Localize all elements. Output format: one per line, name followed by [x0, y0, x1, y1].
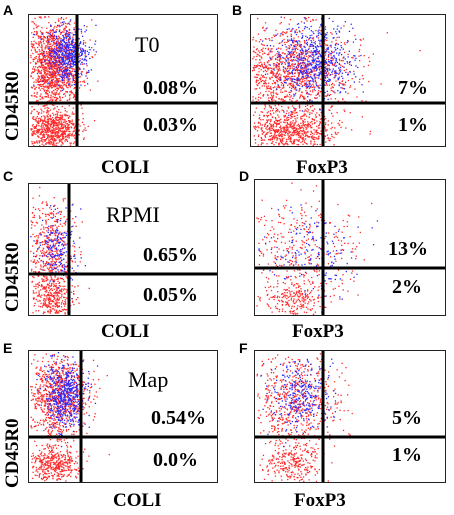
- panel-letter: A: [3, 2, 14, 18]
- condition-label: Map: [128, 367, 169, 392]
- x-axis-label: COLI: [101, 157, 150, 178]
- lower-quadrant-percent: 2%: [392, 276, 422, 298]
- upper-quadrant-percent: 13%: [388, 238, 428, 260]
- scatter-dots: [255, 351, 445, 482]
- panel-letter: D: [239, 168, 250, 184]
- panel-letter: E: [3, 340, 13, 356]
- flow-cytometry-plot: [28, 14, 218, 147]
- flow-cytometry-plot: [254, 179, 446, 316]
- flow-cytometry-plot: [28, 350, 218, 483]
- lower-quadrant-percent: 0.03%: [143, 114, 198, 136]
- y-axis-label: CD45R0: [2, 242, 23, 312]
- x-axis-label: FoxP3: [296, 157, 348, 178]
- x-axis-label: FoxP3: [292, 321, 344, 342]
- flow-cytometry-plot: [254, 350, 446, 483]
- x-axis-label: FoxP3: [294, 490, 346, 511]
- x-axis-label: COLI: [101, 321, 150, 342]
- scatter-dots: [251, 15, 445, 146]
- lower-quadrant-percent: 1%: [398, 114, 428, 136]
- condition-label: RPMI: [106, 202, 160, 227]
- lower-quadrant-percent: 1%: [392, 444, 422, 466]
- y-axis-label: CD45R0: [2, 418, 23, 488]
- upper-quadrant-percent: 0.65%: [143, 244, 198, 266]
- panel-letter: C: [3, 168, 14, 184]
- upper-quadrant-percent: 5%: [392, 407, 422, 429]
- scatter-dots: [29, 184, 217, 315]
- lower-quadrant-percent: 0.0%: [153, 449, 198, 471]
- upper-quadrant-percent: 0.54%: [151, 407, 206, 429]
- y-axis-label: CD45R0: [2, 71, 23, 141]
- condition-label: T0: [135, 32, 160, 57]
- scatter-dots: [255, 180, 445, 315]
- x-axis-label: COLI: [113, 490, 162, 511]
- upper-quadrant-percent: 7%: [398, 77, 428, 99]
- panel-letter: F: [239, 340, 248, 356]
- upper-quadrant-percent: 0.08%: [143, 77, 198, 99]
- lower-quadrant-percent: 0.05%: [143, 284, 198, 306]
- flow-cytometry-plot: [28, 183, 218, 316]
- panel-letter: B: [232, 2, 243, 18]
- scatter-dots: [29, 351, 217, 482]
- flow-cytometry-plot: [250, 14, 446, 147]
- scatter-dots: [29, 15, 217, 146]
